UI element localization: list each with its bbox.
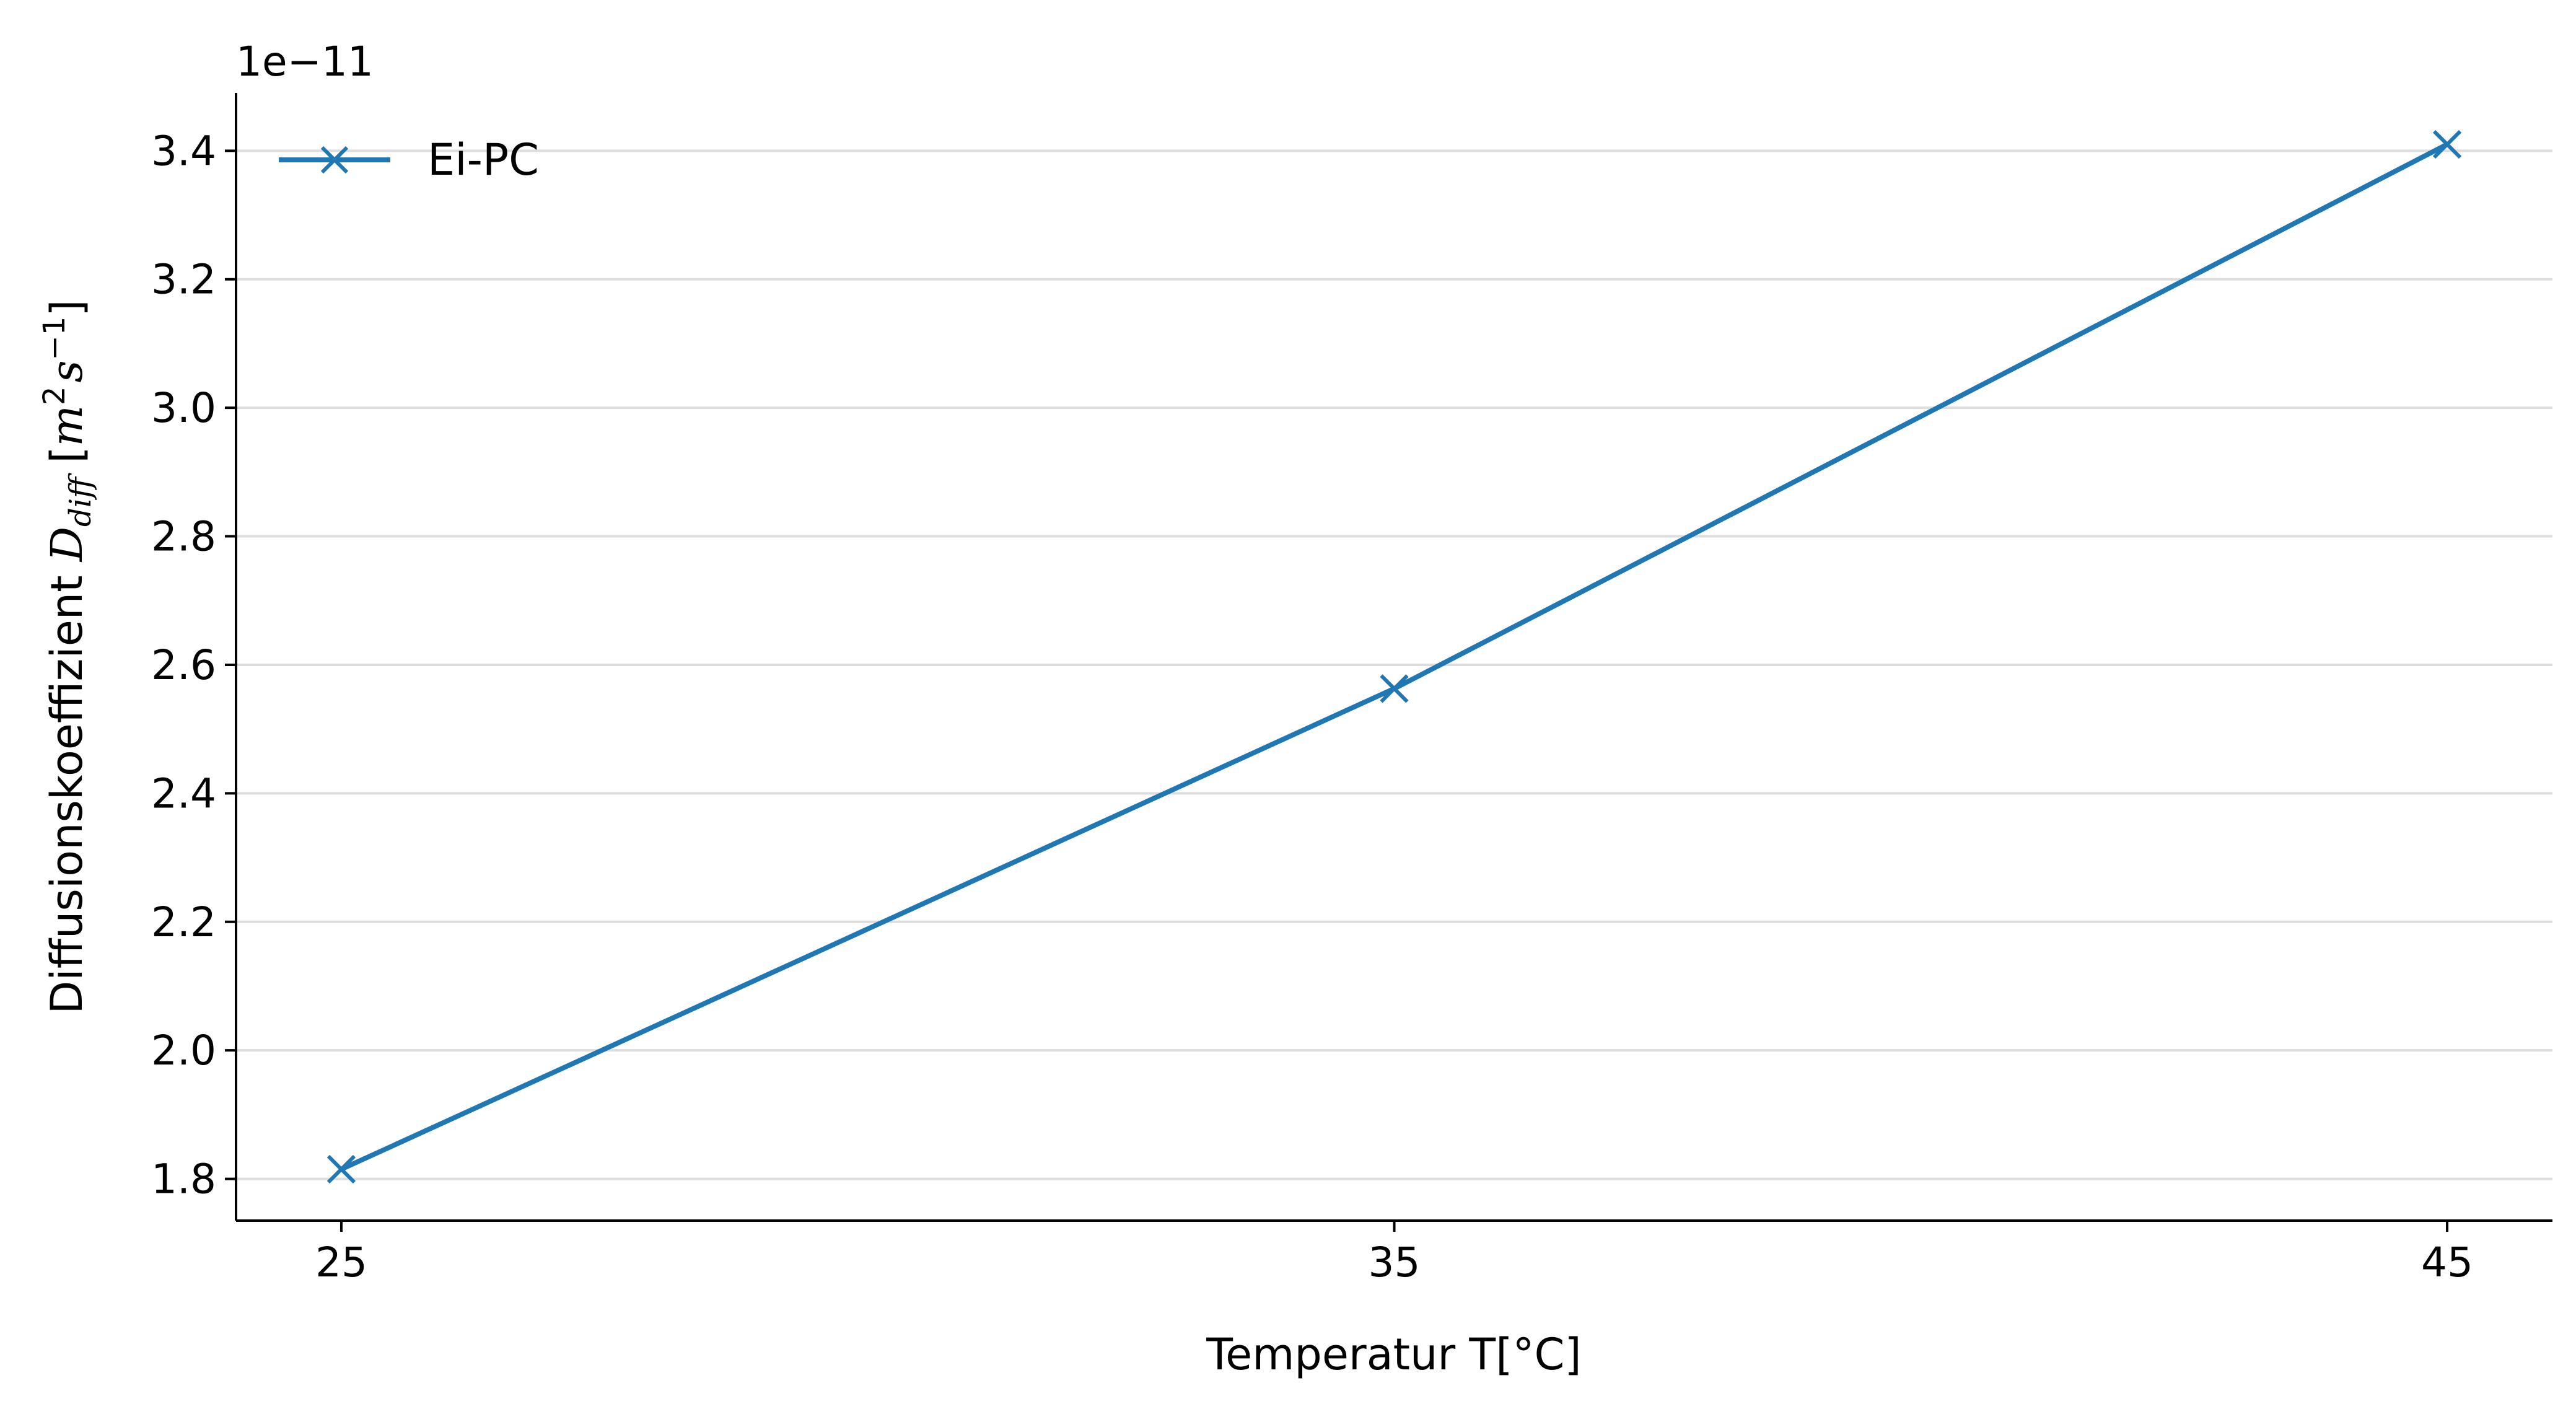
y-tick-label: 2.4 — [151, 770, 216, 817]
legend-label: Ei-PC — [427, 134, 539, 185]
y-tick-label: 2.2 — [151, 898, 216, 946]
y-tick-label: 2.8 — [151, 513, 216, 561]
y-tick-label: 3.2 — [151, 256, 216, 304]
grid-lines — [236, 149, 2552, 1180]
y-axis-title-prefix: Diffusionskoeffizient — [42, 561, 92, 1014]
y-tick-label: 3.4 — [151, 127, 216, 175]
x-tick-label: 35 — [1369, 1239, 1421, 1286]
legend: Ei-PC — [279, 134, 539, 185]
y-tick-label: 1.8 — [151, 1156, 216, 1203]
data-point-x-icon — [1380, 674, 1409, 703]
y-axis-title-subscript: diff — [63, 473, 98, 527]
y-axis-title-unit-m-exp: 2 — [37, 386, 72, 405]
x-ticks: 25 35 45 — [315, 1221, 2473, 1286]
y-axis-title: Diffusionskoeffizient Ddiff [m2 s−1] — [37, 299, 98, 1014]
y-offset-label: 1e−11 — [236, 38, 374, 86]
x-axis-title: Temperatur T[°C] — [1206, 1329, 1581, 1380]
y-tick-label: 2.0 — [151, 1027, 216, 1074]
series-layer — [326, 129, 2462, 1184]
y-axis-title-unit-s: s — [42, 360, 92, 382]
y-ticks: 1.8 2.0 2.2 2.4 2.6 2.8 3.0 3.2 3.4 — [151, 127, 236, 1203]
y-axis-title-open-bracket: [ — [42, 446, 92, 477]
x-tick-label: 45 — [2421, 1239, 2473, 1286]
y-axis-title-unit-m: m — [42, 405, 92, 446]
y-tick-label: 2.6 — [151, 641, 216, 689]
data-point-x-icon — [2432, 129, 2462, 159]
y-axis-title-unit-s-exp: −1 — [37, 317, 72, 361]
y-axis-title-symbol: D — [42, 527, 92, 563]
y-tick-label: 3.0 — [151, 384, 216, 432]
x-tick-label: 25 — [315, 1239, 367, 1286]
data-point-x-icon — [326, 1154, 356, 1184]
legend-marker-x-icon — [320, 146, 349, 174]
y-axis-title-close-bracket: ] — [42, 299, 92, 316]
